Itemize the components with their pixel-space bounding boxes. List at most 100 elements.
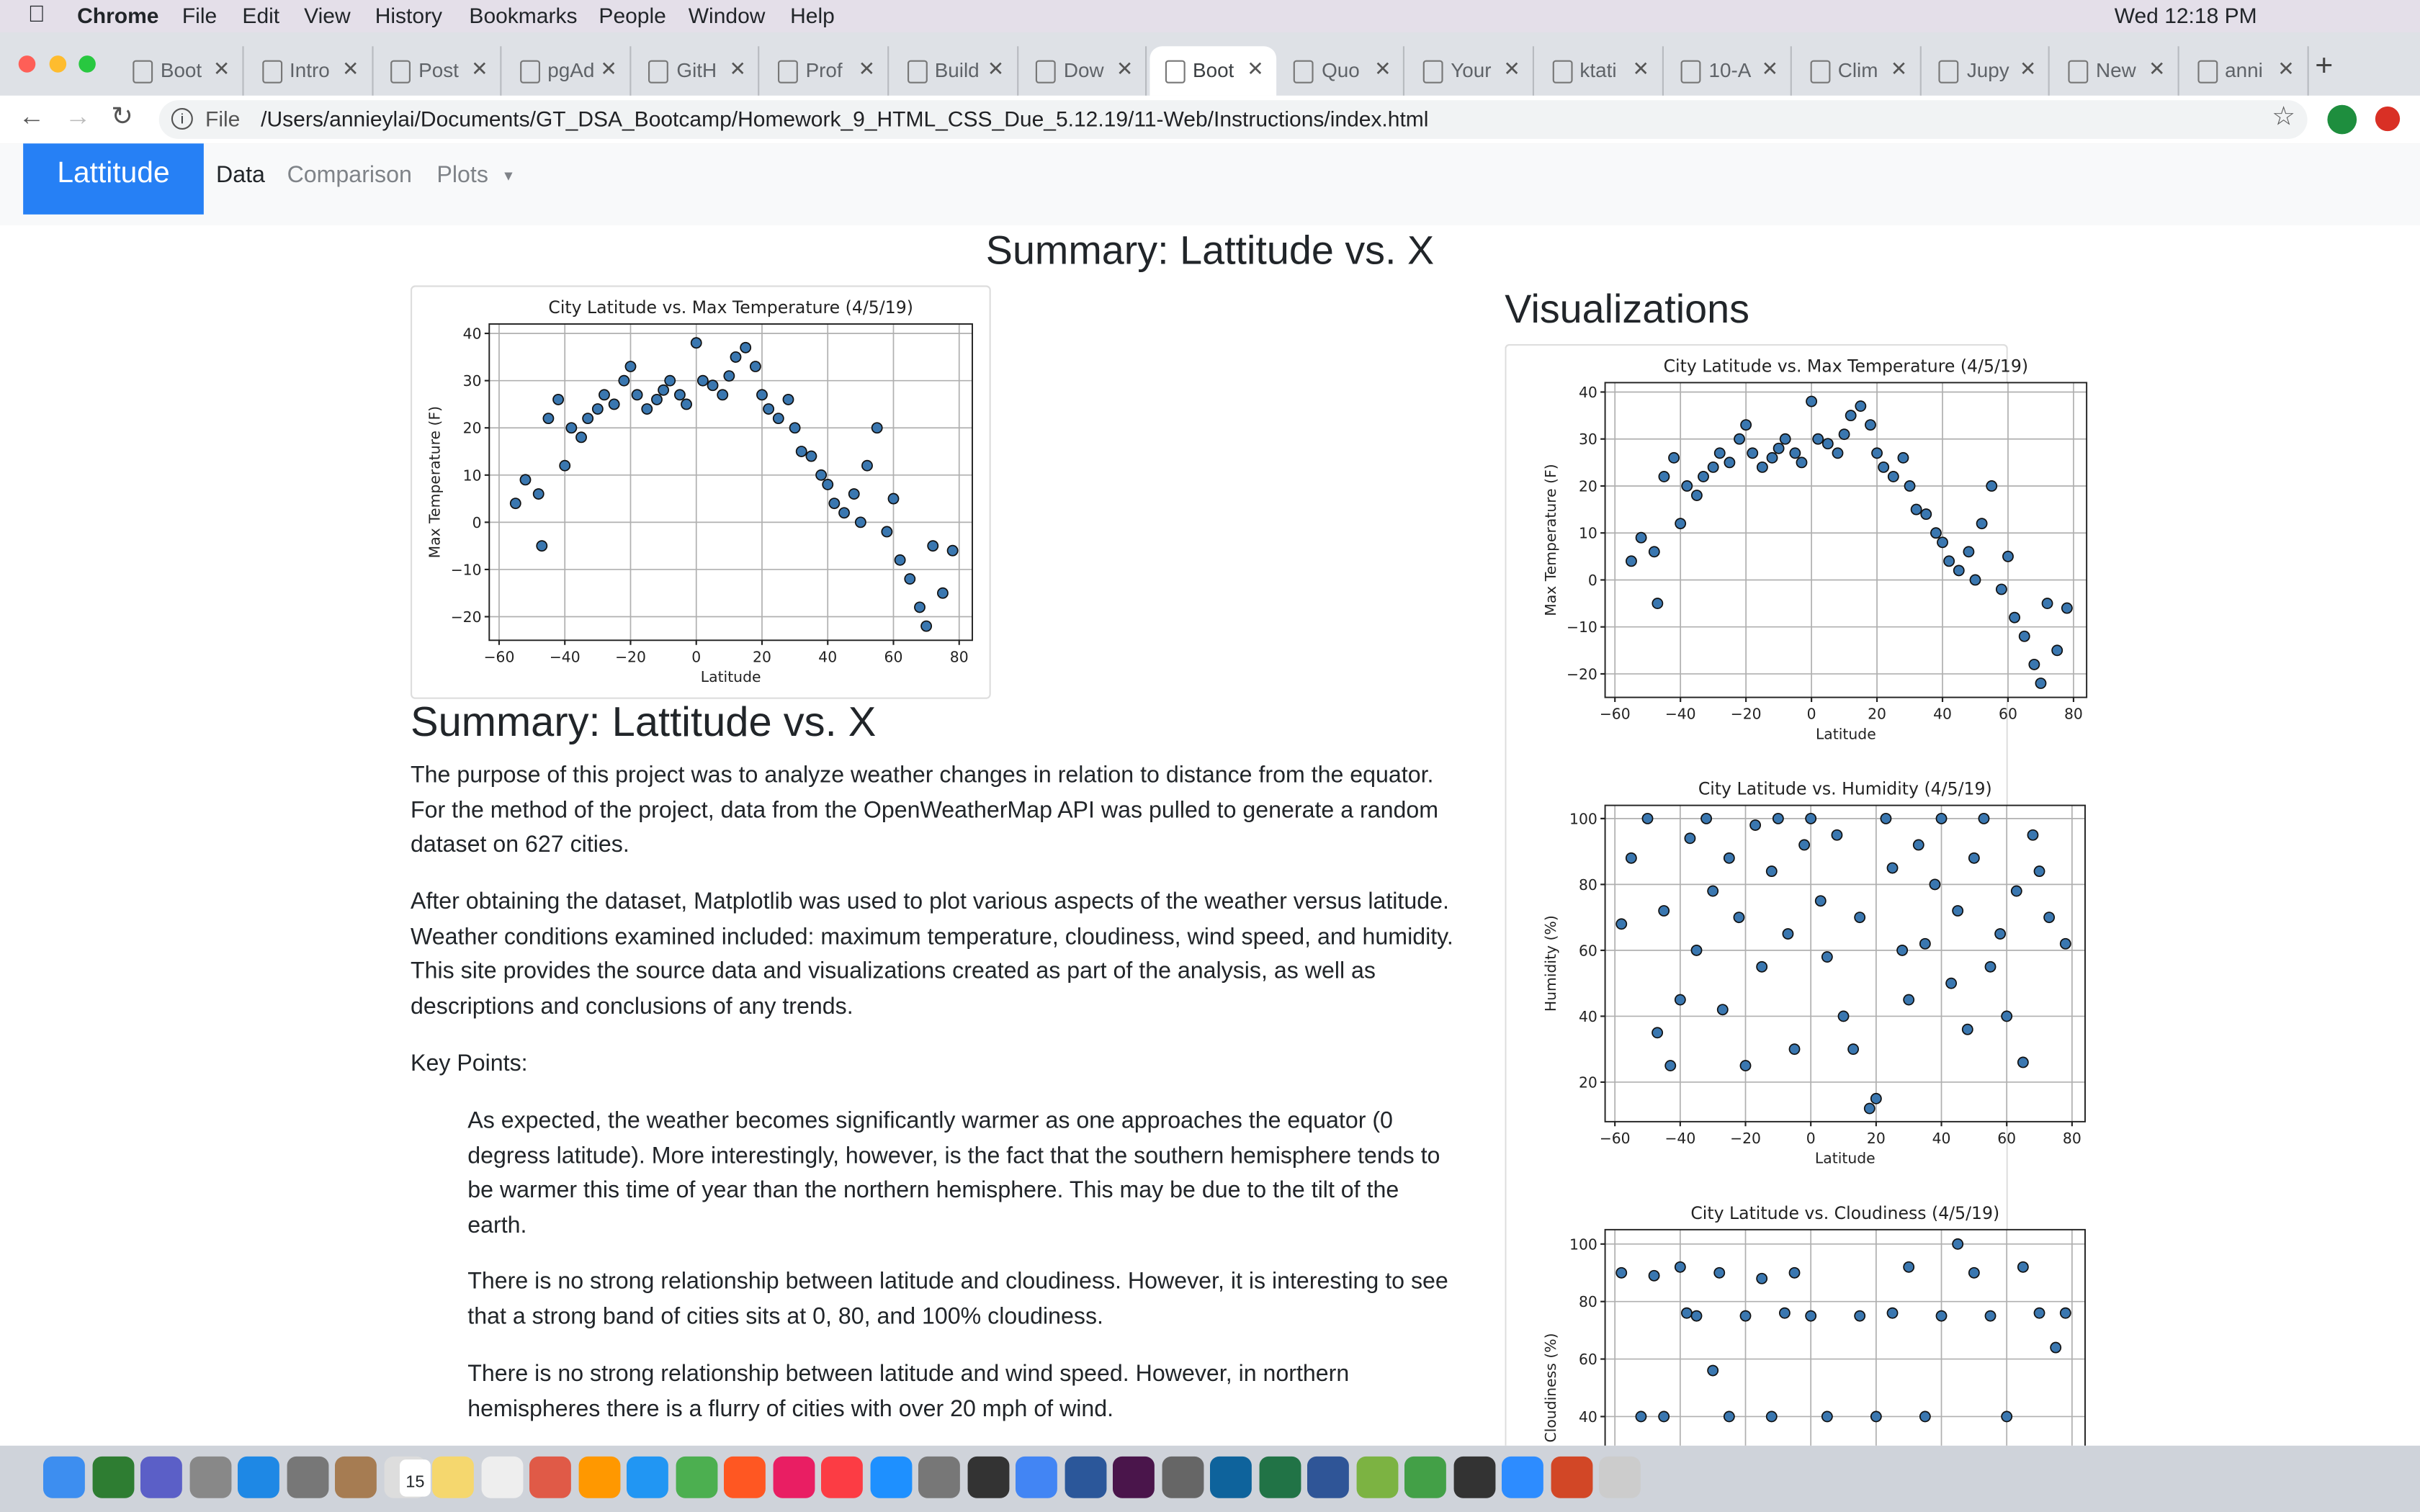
dock-icon[interactable] xyxy=(480,1456,523,1498)
tab-title: 10-A xyxy=(1708,58,1752,82)
dock-icon[interactable] xyxy=(772,1456,815,1498)
dock-icon[interactable] xyxy=(529,1456,571,1498)
forward-button[interactable]: → xyxy=(65,102,91,132)
data-point xyxy=(1788,1043,1801,1056)
new-tab[interactable]: + xyxy=(2315,49,2334,84)
menu-item[interactable]: Edit xyxy=(242,3,280,28)
tab[interactable]: Boot ✕ xyxy=(117,46,244,96)
nav-link[interactable]: Data xyxy=(216,162,265,189)
back-button[interactable]: ← xyxy=(18,102,45,132)
menu-item[interactable]: Window xyxy=(688,3,766,28)
data-point xyxy=(1740,419,1752,431)
tab[interactable]: 10-A ✕ xyxy=(1666,46,1793,96)
close-window[interactable] xyxy=(18,55,36,73)
tab[interactable]: New ✕ xyxy=(2053,46,2179,96)
dock-icon[interactable] xyxy=(432,1456,474,1498)
tab-close[interactable]: ✕ xyxy=(342,57,359,81)
dock-icon[interactable] xyxy=(1161,1456,1204,1498)
profile-avatar[interactable] xyxy=(2327,104,2357,135)
tab[interactable]: Clim ✕ xyxy=(1795,46,1922,96)
tab-close[interactable]: ✕ xyxy=(1116,57,1134,81)
nav-dropdown[interactable]: Plots xyxy=(436,162,488,189)
dock-icon[interactable] xyxy=(1258,1456,1301,1498)
dock-icon[interactable] xyxy=(1355,1456,1398,1498)
tab[interactable]: Your ✕ xyxy=(1407,46,1534,96)
menu-item[interactable]: Help xyxy=(790,3,835,28)
reload-button[interactable]: ↻ xyxy=(111,102,133,132)
dock-icon[interactable] xyxy=(675,1456,717,1498)
dock-icon[interactable] xyxy=(43,1456,85,1498)
dock-icon[interactable] xyxy=(140,1456,182,1498)
extension-icon[interactable] xyxy=(2375,106,2401,132)
tab-close[interactable]: ✕ xyxy=(2277,57,2295,81)
info-icon[interactable]: i xyxy=(171,108,193,130)
dock-icon[interactable] xyxy=(1453,1456,1495,1498)
menu-item[interactable]: People xyxy=(599,3,666,28)
tab[interactable]: pgAd ✕ xyxy=(504,46,631,96)
tab[interactable]: ktati ✕ xyxy=(1536,46,1664,96)
dock-icon[interactable] xyxy=(1307,1456,1349,1498)
address-bar[interactable]: i File /Users/annieylai/Documents/GT_DSA… xyxy=(158,100,2308,139)
menu-item[interactable]: View xyxy=(304,3,351,28)
menu-item[interactable]: Bookmarks xyxy=(469,3,578,28)
maximize-window[interactable] xyxy=(79,55,96,73)
tab[interactable]: anni ✕ xyxy=(2182,46,2308,96)
tab-close[interactable]: ✕ xyxy=(1374,57,1392,81)
dock-icon[interactable] xyxy=(1210,1456,1252,1498)
brand[interactable]: Lattitude xyxy=(23,143,204,215)
dock-icon[interactable] xyxy=(189,1456,231,1498)
data-point xyxy=(519,474,532,486)
tab-close[interactable]: ✕ xyxy=(1503,57,1520,81)
tab[interactable]: GitH ✕ xyxy=(633,46,761,96)
tab[interactable]: Prof ✕ xyxy=(763,46,889,96)
dock-icon[interactable] xyxy=(821,1456,863,1498)
tab[interactable]: Intro ✕ xyxy=(246,46,373,96)
menu-item[interactable]: File xyxy=(182,3,218,28)
dock-icon[interactable] xyxy=(91,1456,134,1498)
apple-icon[interactable]:  xyxy=(28,1,45,27)
dock-icon[interactable] xyxy=(627,1456,668,1498)
tab-close[interactable]: ✕ xyxy=(471,57,488,81)
dock-icon[interactable] xyxy=(1502,1456,1543,1498)
tab[interactable]: Jupy ✕ xyxy=(1924,46,2051,96)
minimize-window[interactable] xyxy=(49,55,67,73)
dock-icon[interactable] xyxy=(1064,1456,1106,1498)
data-point xyxy=(1625,852,1637,864)
dock-icon[interactable] xyxy=(286,1456,328,1498)
bookmark-star[interactable]: ☆ xyxy=(2272,102,2295,132)
nav-link[interactable]: Comparison xyxy=(287,162,412,189)
tab[interactable]: Post ✕ xyxy=(375,46,502,96)
tab-close[interactable]: ✕ xyxy=(729,57,746,81)
dock-icon[interactable] xyxy=(1016,1456,1057,1498)
dock-icon[interactable] xyxy=(335,1456,377,1498)
dock-icon[interactable] xyxy=(723,1456,766,1498)
tab[interactable]: Build ✕ xyxy=(892,46,1018,96)
tab-close[interactable]: ✕ xyxy=(212,57,230,81)
tab[interactable]: Quo ✕ xyxy=(1278,46,1405,96)
data-point xyxy=(2018,630,2030,642)
dock-icon[interactable] xyxy=(869,1456,912,1498)
tab-close[interactable]: ✕ xyxy=(2148,57,2166,81)
tab[interactable]: Boot ✕ xyxy=(1149,46,1276,96)
tab-close[interactable]: ✕ xyxy=(987,57,1005,81)
tab-close[interactable]: ✕ xyxy=(600,57,617,81)
dock-icon[interactable] xyxy=(1599,1456,1641,1498)
app-menu[interactable]: Chrome xyxy=(77,3,159,28)
dock-icon[interactable] xyxy=(578,1456,620,1498)
tab-close[interactable]: ✕ xyxy=(2019,57,2037,81)
y-tick-label: −10 xyxy=(451,561,482,578)
tab-close[interactable]: ✕ xyxy=(1890,57,1908,81)
tab-close[interactable]: ✕ xyxy=(1632,57,1649,81)
dock-icon[interactable] xyxy=(1404,1456,1446,1498)
dock-icon[interactable] xyxy=(1550,1456,1592,1498)
tab-close[interactable]: ✕ xyxy=(1761,57,1778,81)
tab-close[interactable]: ✕ xyxy=(858,57,875,81)
tab[interactable]: Dow ✕ xyxy=(1021,46,1147,96)
menu-item[interactable]: History xyxy=(375,3,443,28)
dock-icon[interactable] xyxy=(967,1456,1009,1498)
dock-icon[interactable] xyxy=(1113,1456,1155,1498)
tab-close[interactable]: ✕ xyxy=(1247,57,1264,81)
dock-icon[interactable] xyxy=(238,1456,279,1498)
dock-icon[interactable] xyxy=(918,1456,960,1498)
calendar-icon[interactable]: 15 xyxy=(400,1459,431,1497)
